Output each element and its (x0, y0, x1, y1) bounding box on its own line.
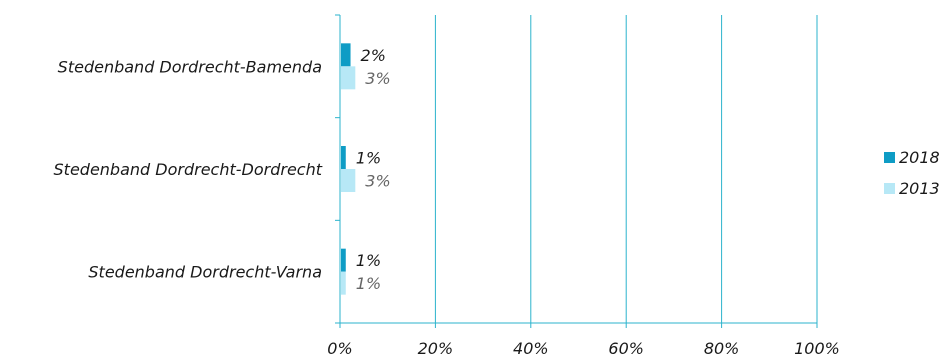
data-label-2013: 3% (365, 69, 390, 88)
category-label: Stedenband Dordrecht-Dordrecht (54, 160, 323, 179)
x-tick-label: 100% (794, 339, 840, 356)
legend-label: 2018 (899, 148, 940, 167)
bar-2018 (341, 43, 351, 67)
x-tick-label: 80% (704, 339, 740, 356)
legend-swatch-2013 (884, 183, 895, 194)
data-label-2018: 1% (356, 251, 381, 270)
data-label-2018: 2% (361, 46, 386, 65)
legend-label: 2013 (899, 179, 940, 198)
data-label-2018: 1% (356, 149, 381, 168)
bar-2013 (341, 169, 356, 192)
bar-2018 (341, 248, 346, 272)
x-tick-label: 0% (327, 339, 352, 356)
bar-2018 (341, 146, 346, 169)
legend: 2018 2013 (884, 148, 940, 198)
axes (335, 14, 818, 328)
x-tick-label: 60% (608, 339, 644, 356)
bars-group (341, 43, 356, 295)
x-tick-label: 40% (513, 339, 549, 356)
bar-2013 (341, 271, 346, 295)
category-labels: Stedenband Dordrecht-Bamenda Stedenband D… (54, 57, 323, 281)
data-label-2013: 1% (356, 274, 381, 293)
x-tick-labels: 0% 20% 40% 60% 80% 100% (327, 339, 840, 356)
category-label: Stedenband Dordrecht-Varna (88, 263, 322, 282)
data-label-2013: 3% (365, 172, 390, 191)
value-labels: 2% 3% 1% 3% 1% 1% (356, 46, 391, 293)
category-label: Stedenband Dordrecht-Bamenda (58, 57, 322, 76)
legend-swatch-2018 (884, 152, 895, 163)
bar-2013 (341, 66, 356, 90)
grid-lines (434, 15, 818, 323)
x-tick-label: 20% (418, 339, 454, 356)
